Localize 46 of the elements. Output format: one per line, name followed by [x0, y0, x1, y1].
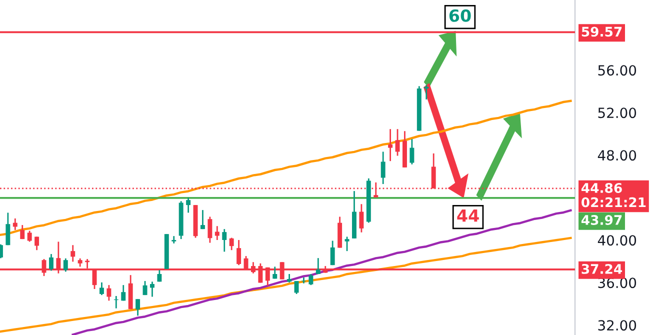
- candlestick: [99, 282, 104, 296]
- candlestick: [150, 280, 154, 298]
- candlestick: [70, 244, 76, 262]
- candlestick: [424, 84, 429, 100]
- candlestick: [308, 273, 314, 286]
- candlestick: [229, 237, 234, 251]
- candlestick: [48, 253, 54, 272]
- y-tick-label: 40.00: [598, 235, 636, 246]
- ref-line-label: 37.24: [582, 264, 622, 274]
- ref-line-label: 43.97: [581, 214, 622, 225]
- y-tick-label: 56.00: [598, 65, 636, 76]
- y-tick-label: 48.00: [598, 150, 636, 161]
- line-series: [72, 209, 572, 335]
- candlestick: [410, 138, 414, 166]
- y-tick-label: 52.00: [598, 108, 636, 118]
- candlestick: [294, 280, 299, 295]
- candlestick: [236, 239, 242, 266]
- candlestick: [34, 236, 40, 251]
- candlestick: [12, 218, 18, 231]
- candlestick: [330, 240, 335, 266]
- annotation: 60: [449, 9, 471, 22]
- candlestick: [359, 203, 364, 234]
- line-series: [0, 236, 572, 333]
- ref-line-label: 59.57: [582, 26, 622, 37]
- candlestick: [208, 216, 212, 244]
- candlestick: [200, 209, 205, 230]
- ref-line-label: 44.86 02:21:21: [581, 182, 646, 208]
- candlestick: [395, 128, 400, 156]
- candlestick: [214, 225, 220, 241]
- candlestick: [316, 257, 320, 275]
- candlestick: [272, 266, 278, 280]
- candlestick: [121, 284, 126, 302]
- candlestick: [27, 230, 32, 242]
- candlestick: [106, 284, 112, 302]
- candlestick: [344, 236, 350, 252]
- candlestick: [301, 276, 306, 284]
- y-tick-label: 32.00: [598, 320, 636, 331]
- candlestick: [186, 197, 191, 214]
- candlestick: [63, 258, 68, 272]
- annotation: 44: [457, 210, 479, 222]
- candlestick: [20, 224, 25, 240]
- candlestick: [388, 128, 393, 162]
- candlestick: [6, 212, 10, 246]
- candlestick: [136, 298, 140, 316]
- candlestick: [380, 151, 386, 185]
- candlestick: [222, 228, 227, 252]
